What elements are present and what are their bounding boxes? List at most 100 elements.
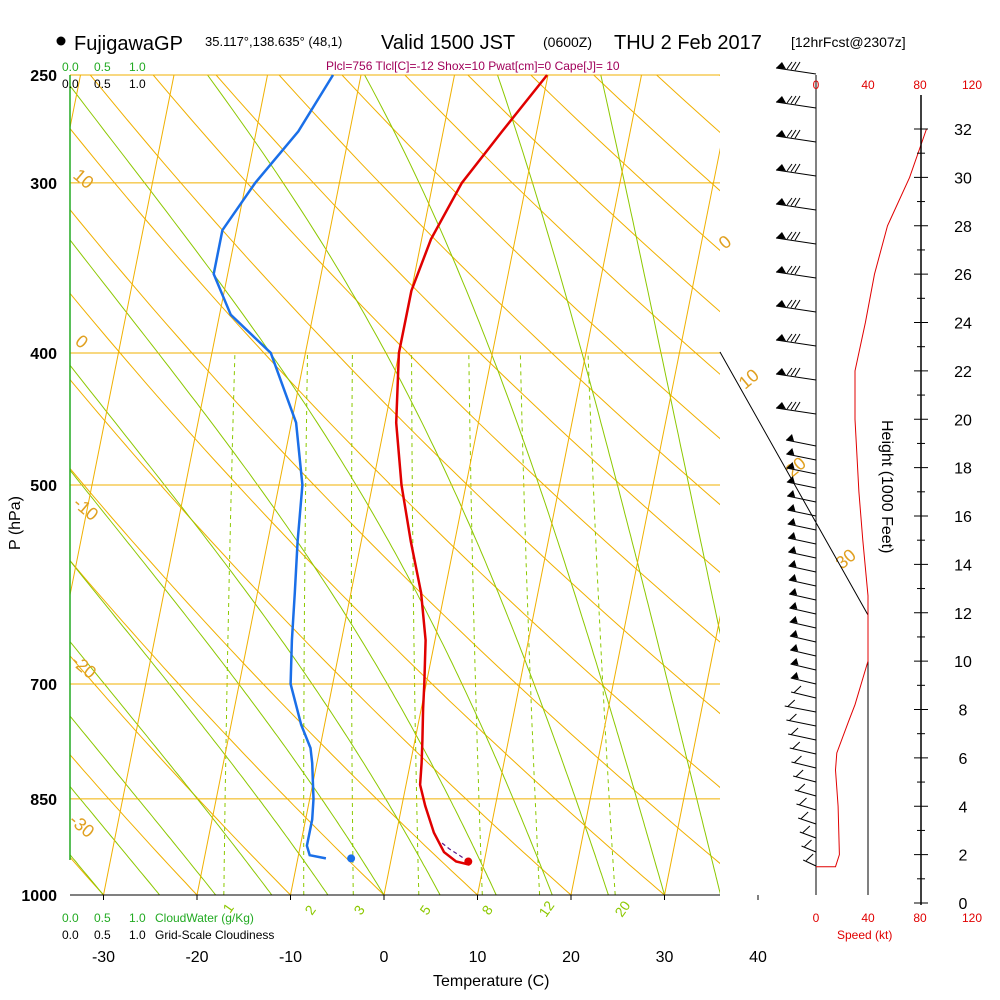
mixing-ratio-label: 5 [416,902,434,918]
wind-barb-feather [790,333,797,342]
x-tick-label: 30 [656,949,674,966]
wind-barb [775,305,817,313]
wind-barb-flag [786,476,795,483]
dry-adiabat-label: 10 [735,365,763,393]
dry-adiabat-line [341,75,720,440]
wind-barb [788,551,817,559]
wind-barbs [775,61,817,867]
wind-barb-feather [790,95,797,104]
wind-barb-feather [790,61,797,70]
wind-barb-flag [776,232,786,239]
mixing-ratio-label: 12 [535,898,557,920]
wind-barb-feather [794,333,801,343]
cloudwater-tick: 0.5 [94,60,111,74]
wind-barb-flag [789,616,798,623]
wind-barb [799,831,817,839]
wind-barb-feather [790,231,797,240]
dry-adiabat-line [70,378,572,895]
temperature-axis: -30 -20 -10 0 10 20 30 40 [92,895,767,966]
wind-barb-feather [794,265,801,275]
wind-barb [775,373,817,381]
wind-barb [790,691,817,699]
isotherm-line [664,614,720,895]
wind-barb [775,203,817,211]
mixing-ratio-label: 20 [611,898,633,920]
height-tick-label: 2 [959,848,968,865]
y-axis-label: P (hPa) [7,496,24,550]
wind-barb-flag [787,532,796,539]
mixing-ratio-label: 2 [301,902,319,918]
wind-barb [786,719,817,727]
cloudwater-tick: 0.0 [62,911,79,925]
height-tick-label: 0 [959,896,968,913]
isotherm-line [758,75,922,895]
cloudiness-tick: 0.5 [94,928,111,942]
moist-adiabat-line [70,84,553,895]
forecast-info: [12hrFcst@2307z] [791,34,906,50]
dry-adiabat-line [152,75,720,643]
wind-barb-feather [794,61,801,71]
wind-barb [798,817,817,825]
x-tick-label: 20 [562,949,580,966]
wind-barb-flag [787,504,796,511]
pressure-tick-label: 500 [30,478,57,495]
wind-barb [785,439,817,447]
station-name: FujigawaGP [74,33,183,55]
wind-barb-feather [790,727,799,735]
height-tick-label: 6 [959,751,968,768]
wind-barb [802,859,817,867]
dry-adiabat-label: 20 [782,453,810,481]
pressure-tick-label: 250 [30,68,57,85]
wind-barb-feather [790,197,797,206]
temperature-profile-line [394,74,549,866]
wind-barb [787,495,817,503]
dry-adiabat-line [70,292,665,895]
dry-adiabat-line [70,467,478,895]
wind-barb-flag [776,300,786,307]
moist-adiabat-line [70,559,329,895]
wind-barb [775,339,817,347]
speed-axis-bottom: 0 40 80 120 [813,911,983,925]
height-tick-label: 14 [954,557,972,574]
height-tick-label: 8 [959,703,968,720]
dry-adiabat-line [467,75,720,313]
wind-barb-feather [786,401,793,410]
wind-barb [789,607,817,615]
cloudiness-tick: 1.0 [129,928,146,942]
height-tick-label: 4 [959,799,968,816]
dry-adiabat-label: -20 [67,651,100,683]
wind-barb-flag [786,434,794,441]
cloudiness-tick: 0.0 [62,928,79,942]
moist-adiabat-line [70,364,441,895]
height-tick-label: 10 [954,654,972,671]
speed-tick-label: 0 [813,78,820,92]
mixing-ratio-line [223,352,236,895]
wind-barb [787,537,817,545]
wind-barb [790,649,817,657]
wind-barb [789,621,817,629]
wind-barb-feather [805,853,814,861]
wind-barb [788,593,817,601]
wind-barb [789,747,817,755]
wind-speed-profile-line [816,128,927,868]
dry-adiabat-line [70,559,385,895]
wind-barb [790,663,817,671]
wind-barb-flag [789,588,798,595]
wind-barb-feather [797,783,806,791]
dry-adiabat-line [879,51,1000,895]
wind-barb [794,789,817,797]
height-tick-label: 18 [954,461,972,478]
x-tick-label: 0 [380,949,389,966]
dry-adiabat-label: 0 [71,331,92,353]
speed-tick-label: 0 [813,911,820,925]
wind-barb [796,803,817,811]
wind-barb-feather [786,333,793,342]
wind-barb-feather [804,839,812,847]
mixing-ratio-lines [223,352,616,895]
x-axis-label: Temperature (C) [433,973,549,990]
height-tick-label: 32 [954,122,972,139]
wind-barb-feather [799,797,807,805]
dry-adiabat-line [70,754,198,895]
dry-adiabat-line [278,75,720,506]
wind-barb [775,135,817,143]
